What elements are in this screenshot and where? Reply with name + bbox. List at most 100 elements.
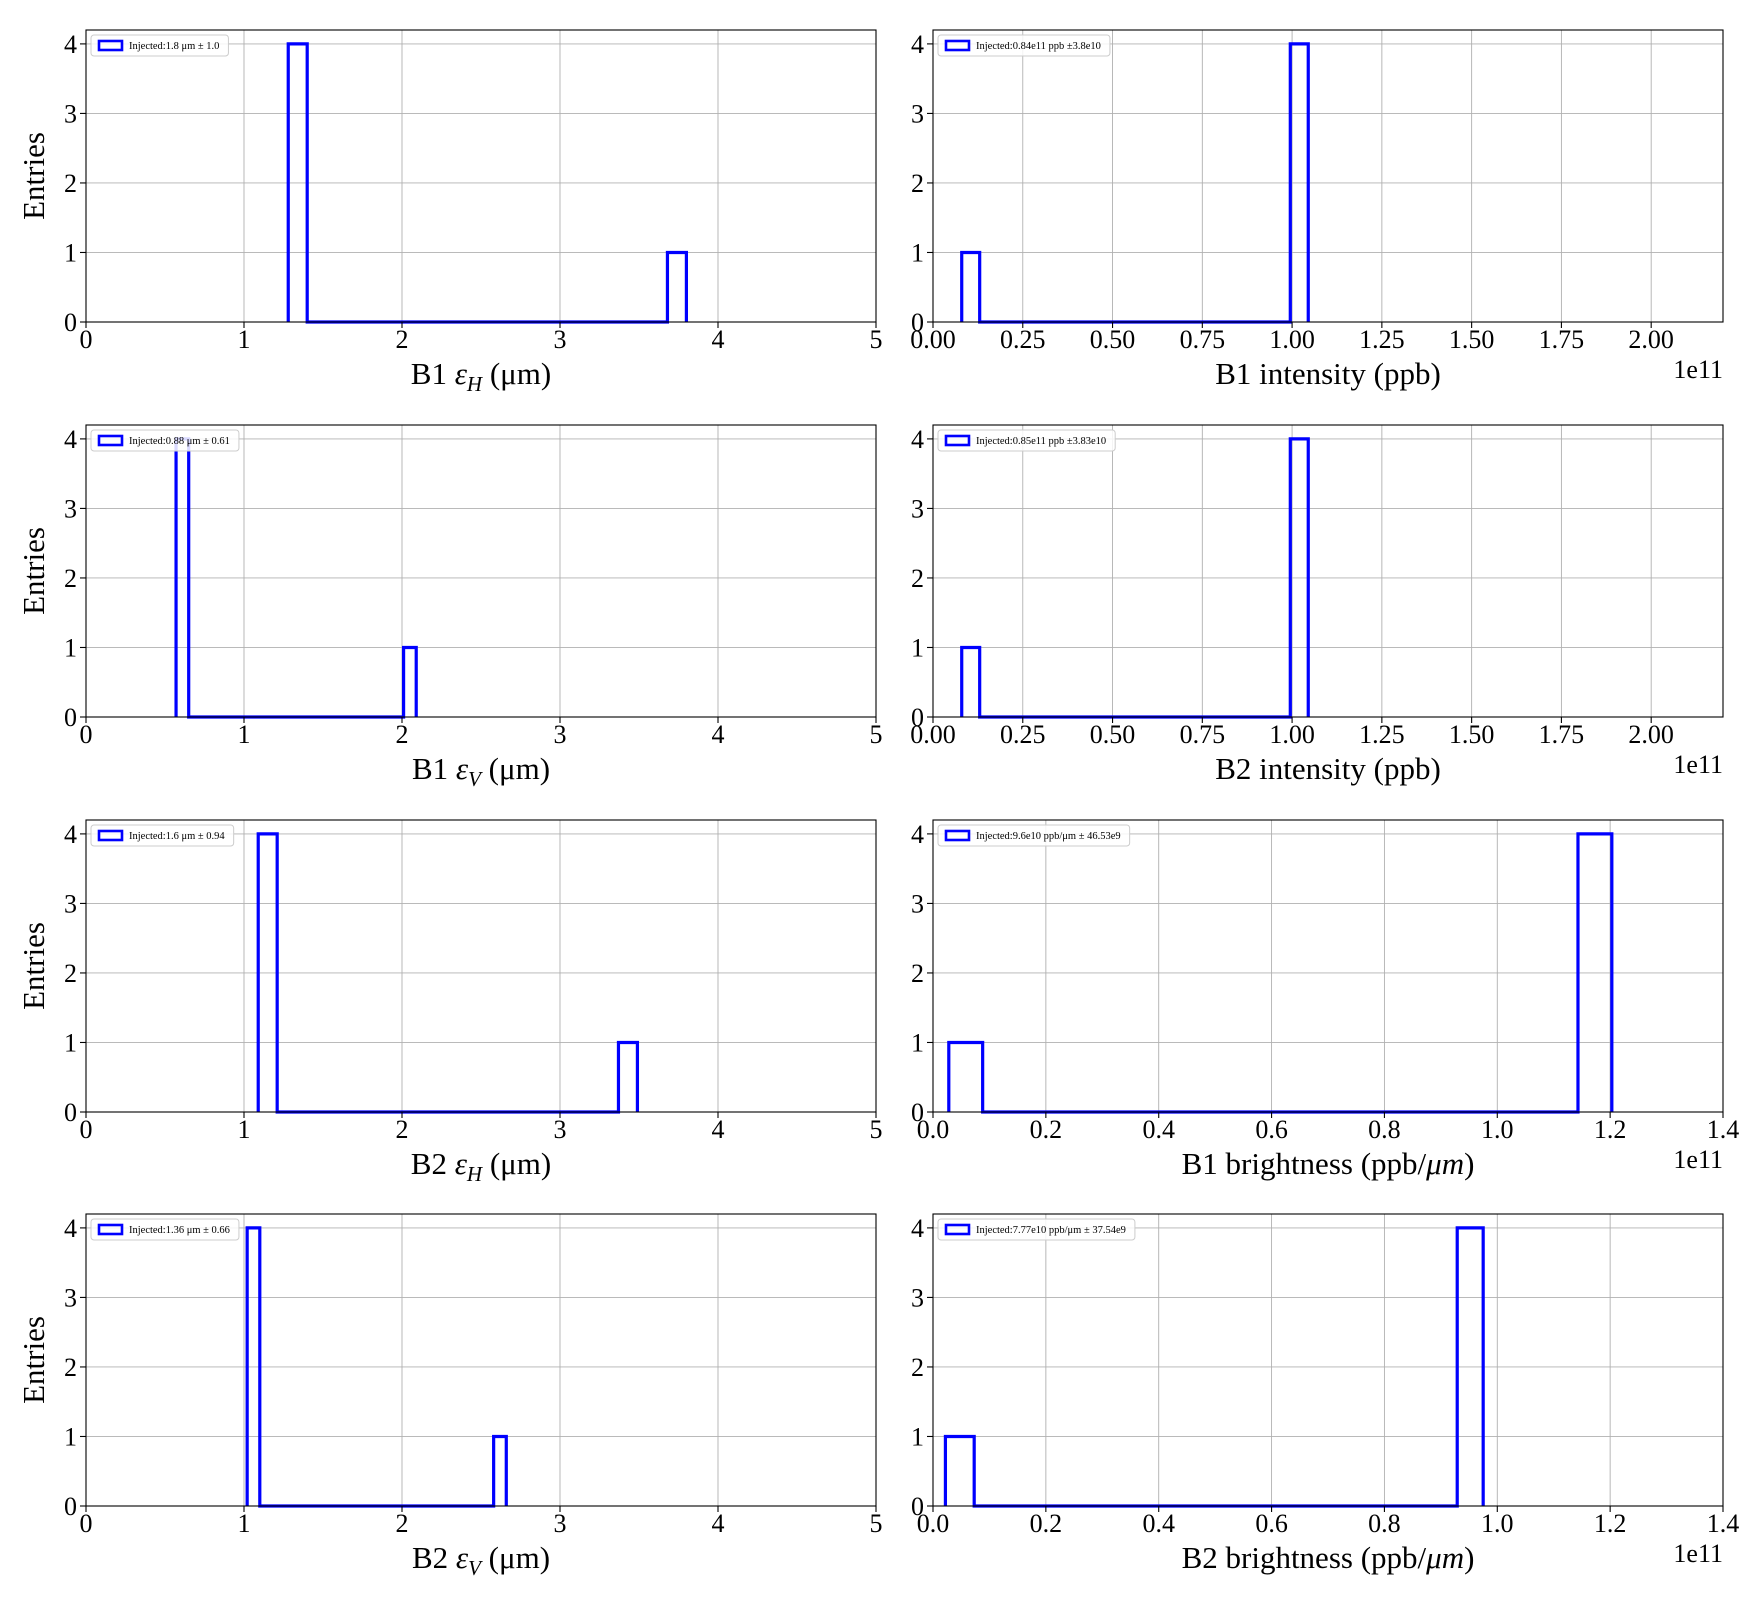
y-tick-label: 0 (911, 1098, 924, 1127)
y-tick-label: 0 (64, 1492, 77, 1521)
x-axis-label-symbol: ε (456, 751, 469, 786)
x-axis-label-text: ) (1464, 1146, 1474, 1181)
y-axis-label: Entries (16, 1316, 51, 1404)
x-tick-label: 0 (80, 720, 93, 749)
x-tick-label: 5 (870, 720, 883, 749)
y-tick-label: 2 (911, 564, 924, 593)
y-tick-label: 1 (64, 1028, 77, 1057)
histogram-bin (618, 1042, 637, 1112)
y-axis-label: Entries (16, 527, 51, 615)
legend-swatch (97, 829, 124, 842)
x-tick-label: 1.00 (1269, 325, 1315, 354)
x-tick-label: 4 (712, 1509, 725, 1538)
x-tick-label: 3 (554, 720, 567, 749)
x-axis-label-text: ) (1464, 1540, 1474, 1575)
y-tick-label: 3 (64, 1283, 77, 1312)
x-tick-label: 1.25 (1359, 325, 1405, 354)
x-tick-label: 1 (238, 1115, 251, 1144)
x-tick-label: 0.25 (1000, 325, 1046, 354)
legend-box (90, 824, 235, 847)
y-tick-label: 3 (911, 99, 924, 128)
x-tick-label: 1.0 (1481, 1115, 1514, 1144)
x-axis-label-text: B1 (411, 356, 455, 391)
x-tick-label: 0.75 (1180, 720, 1226, 749)
y-tick-label: 0 (64, 308, 77, 337)
x-tick-label: 1.75 (1539, 325, 1585, 354)
y-tick-label: 2 (911, 169, 924, 198)
x-axis-label: B2 intensity (ppb) (1215, 751, 1441, 786)
histogram-bin (494, 1436, 507, 1506)
y-tick-label: 1 (911, 1422, 924, 1451)
legend-label: Injected:9.6e10 ppb/μm ± 46.53e9 (976, 831, 1121, 842)
x-tick-label: 0.0 (917, 1115, 950, 1144)
x-tick-label: 5 (870, 1509, 883, 1538)
histogram-bin (962, 252, 980, 322)
x-axis-label-text: B2 (411, 1146, 455, 1181)
x-tick-label: 0.6 (1255, 1509, 1288, 1538)
x-tick-label: 0.00 (910, 720, 956, 749)
legend: Injected:0.88 μm ± 0.61 (90, 429, 240, 452)
x-tick-label: 0.25 (1000, 720, 1046, 749)
y-tick-label: 1 (911, 633, 924, 662)
y-tick-label: 2 (64, 169, 77, 198)
legend-label: Injected:0.88 μm ± 0.61 (129, 436, 230, 447)
y-tick-label: 2 (911, 959, 924, 988)
y-tick-label: 4 (64, 425, 77, 454)
x-axis-label-text: (μm) (482, 356, 551, 391)
x-tick-label: 5 (870, 325, 883, 354)
x-axis-label: B2 εH (μm) (411, 1146, 551, 1186)
legend-swatch (944, 434, 971, 447)
x-tick-label: 2.00 (1628, 325, 1674, 354)
axes-frame (85, 819, 877, 1113)
x-tick-label: 0.4 (1142, 1115, 1175, 1144)
histogram-panel: 0 1 2 3 4 5 0 1 2 3 4 B1 εV (μm) Entries Injected:0.8… (16, 424, 883, 791)
y-tick-label: 0 (911, 703, 924, 732)
axes-frame (85, 29, 877, 323)
x-tick-label: 5 (870, 1115, 883, 1144)
x-tick-label: 4 (712, 720, 725, 749)
legend-box (937, 824, 1131, 847)
x-axis-label: B1 εH (μm) (411, 356, 551, 396)
x-tick-label: 0.0 (917, 1509, 950, 1538)
x-axis-label: B2 εV (μm) (412, 1540, 550, 1580)
histogram-panel: 0.0 0.2 0.4 0.6 0.8 1.0 1.2 1.4 0 1 2 3 4 B2 brightne… (911, 1213, 1739, 1575)
x-axis-label-symbol: ε (455, 1146, 468, 1181)
axes-frame (932, 29, 1724, 323)
x-tick-label: 0.2 (1030, 1509, 1063, 1538)
x-tick-label: 0.75 (1180, 325, 1226, 354)
x-tick-label: 1.0 (1481, 1509, 1514, 1538)
histogram-panel: 0 1 2 3 4 5 0 1 2 3 4 B2 εV (μm) Entries Injected:1.3… (16, 1213, 883, 1580)
y-tick-label: 2 (911, 1353, 924, 1382)
x-axis-label-subscript: V (468, 1556, 483, 1580)
y-tick-label: 1 (911, 1028, 924, 1057)
y-tick-label: 4 (911, 30, 924, 59)
x-axis-label-symbol: μm (1425, 1146, 1464, 1181)
x-tick-label: 1.00 (1269, 720, 1315, 749)
legend: Injected:1.36 μm ± 0.66 (90, 1218, 240, 1241)
y-axis-label: Entries (16, 132, 51, 220)
legend: Injected:0.85e11 ppb ±3.83e10 (937, 429, 1116, 452)
x-tick-label: 0.8 (1368, 1509, 1401, 1538)
y-tick-label: 3 (911, 1283, 924, 1312)
x-tick-label: 1.75 (1539, 720, 1585, 749)
y-tick-label: 2 (64, 959, 77, 988)
x-axis-label-text: B2 brightness (ppb/ (1182, 1540, 1427, 1575)
x-axis-label-subscript: H (466, 372, 484, 396)
x-axis-offset-label: 1e11 (1673, 750, 1723, 779)
legend-label: Injected:1.6 μm ± 0.94 (129, 831, 225, 842)
y-tick-label: 0 (911, 1492, 924, 1521)
x-tick-label: 0.8 (1368, 1115, 1401, 1144)
legend-swatch (97, 1223, 124, 1236)
x-axis-label-text: (μm) (482, 1146, 551, 1181)
y-tick-label: 4 (64, 30, 77, 59)
legend: Injected:1.6 μm ± 0.94 (90, 824, 235, 847)
x-tick-label: 3 (554, 1115, 567, 1144)
y-tick-label: 0 (64, 703, 77, 732)
y-tick-label: 3 (64, 889, 77, 918)
x-axis-offset-label: 1e11 (1673, 1145, 1723, 1174)
x-tick-label: 2 (396, 1509, 409, 1538)
y-tick-label: 0 (911, 308, 924, 337)
legend: Injected:1.8 μm ± 1.0 (90, 34, 229, 57)
y-tick-label: 2 (64, 1353, 77, 1382)
y-tick-label: 2 (64, 564, 77, 593)
